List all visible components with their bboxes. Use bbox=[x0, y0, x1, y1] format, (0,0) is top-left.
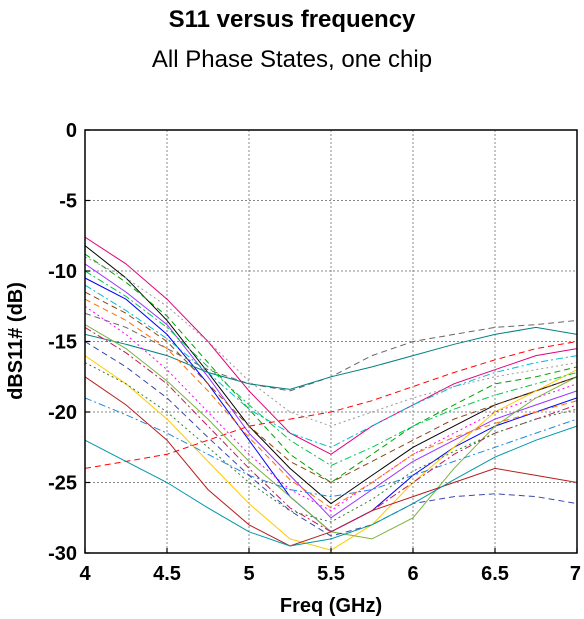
chart-subtitle: All Phase States, one chip bbox=[151, 46, 433, 73]
series-line-18 bbox=[85, 256, 577, 427]
y-tick-label: -30 bbox=[48, 543, 77, 565]
series-line-14 bbox=[85, 291, 577, 484]
y-tick-label: 0 bbox=[66, 120, 77, 142]
x-tick-label: 6 bbox=[407, 563, 418, 585]
y-axis: 0 -5 -10 -15 -20 -25 -30 bbox=[48, 120, 90, 565]
series-line-10 bbox=[85, 326, 577, 390]
series-line-8 bbox=[85, 341, 577, 469]
chart-title: S11 versus frequency bbox=[168, 6, 416, 33]
y-tick-label: -25 bbox=[48, 473, 77, 495]
series-line-22 bbox=[85, 362, 577, 523]
series-line-19 bbox=[85, 298, 577, 509]
y-axis-label: dBS11# (dB) bbox=[5, 282, 27, 400]
y-tick-label: -20 bbox=[48, 402, 77, 424]
series-line-11 bbox=[85, 305, 577, 512]
x-axis: 4 4.5 5 5.5 6 6.5 7 bbox=[79, 548, 581, 585]
x-tick-label: 4.5 bbox=[153, 563, 181, 585]
series-group bbox=[85, 236, 577, 551]
y-tick-label: -15 bbox=[48, 332, 77, 354]
series-line-13 bbox=[85, 397, 577, 498]
y-tick-label: -5 bbox=[59, 191, 77, 213]
x-tick-label: 7 bbox=[570, 563, 581, 585]
series-line-20 bbox=[85, 425, 577, 547]
x-tick-label: 5.5 bbox=[317, 563, 345, 585]
x-axis-label: Freq (GHz) bbox=[280, 595, 382, 617]
series-line-17 bbox=[85, 341, 577, 537]
x-tick-label: 5 bbox=[243, 563, 254, 585]
series-line-21 bbox=[85, 326, 577, 533]
series-line-4 bbox=[85, 253, 577, 484]
series-line-5 bbox=[85, 263, 577, 519]
x-tick-label: 4 bbox=[79, 563, 91, 585]
y-tick-label: -10 bbox=[48, 261, 77, 283]
x-tick-label: 6.5 bbox=[481, 563, 509, 585]
series-line-2 bbox=[85, 236, 577, 455]
